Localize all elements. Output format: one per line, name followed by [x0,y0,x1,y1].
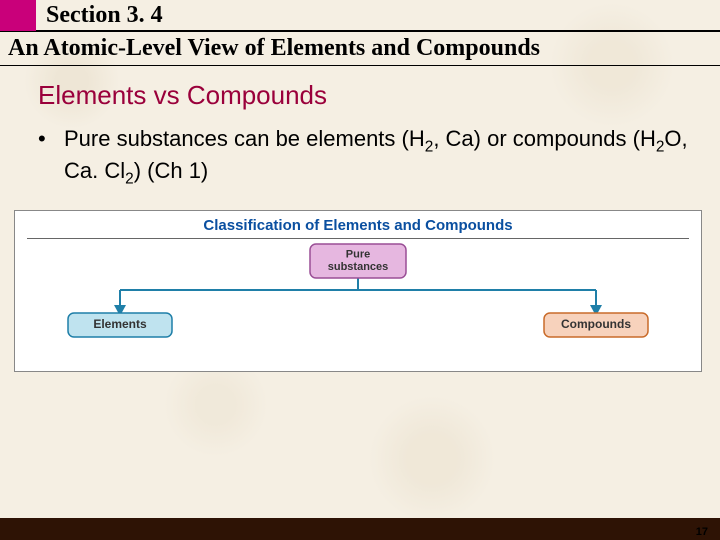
footer-bar [0,518,720,540]
classification-diagram: Puresubstances Elements Compounds [28,239,688,349]
bullet-marker: • [38,125,64,188]
accent-block [0,0,36,31]
svg-text:Compounds: Compounds [561,317,631,331]
bullet-seg-4: ) (Ch 1) [134,158,209,183]
bullet-seg-1: Pure substances can be elements (H [64,126,425,151]
svg-text:substances: substances [328,262,389,274]
page-number: 17 [696,526,708,538]
section-label: Section 3. 4 [46,2,163,29]
slide-subtitle: An Atomic-Level View of Elements and Com… [8,35,540,62]
bullet-item: • Pure substances can be elements (H 2 , C… [38,125,690,188]
subtitle-row: An Atomic-Level View of Elements and Com… [0,32,720,66]
svg-text:Pure: Pure [346,249,370,261]
svg-text:Elements: Elements [93,317,147,331]
slide-header: Section 3. 4 An Atomic-Level View of Ele… [0,0,720,66]
content-heading: Elements vs Compounds [38,80,690,111]
bullet-seg-2: , Ca) or compounds (H [433,126,656,151]
diagram-title: Classification of Elements and Compounds [15,217,701,238]
slide-content: Elements vs Compounds • Pure substances … [0,66,720,372]
section-row: Section 3. 4 [0,0,720,32]
diagram-container: Classification of Elements and Compounds… [14,210,702,372]
bullet-text: Pure substances can be elements (H 2 , Ca)… [64,125,690,188]
subscript-cl2: 2 [125,170,134,187]
